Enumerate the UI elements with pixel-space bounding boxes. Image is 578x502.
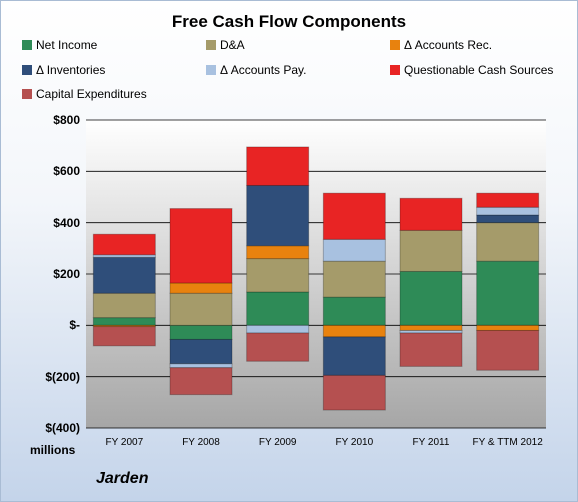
bar-segment xyxy=(169,292,233,326)
bar-segment xyxy=(169,208,233,284)
legend-item-net-income: Net Income xyxy=(22,38,97,52)
bar-segment xyxy=(322,192,386,240)
bar-segment xyxy=(246,245,310,260)
x-tick-label: FY 2009 xyxy=(258,437,297,448)
bar-segment xyxy=(246,258,310,293)
bar-segment xyxy=(169,324,233,340)
bar-segment xyxy=(322,374,386,411)
legend-label: Capital Expenditures xyxy=(36,87,147,101)
bar-segment xyxy=(169,363,233,369)
bar-segment xyxy=(169,282,233,294)
y-tick-label: $200 xyxy=(53,267,80,281)
legend-item-capex: Capital Expenditures xyxy=(22,87,147,101)
legend-swatch xyxy=(22,65,32,75)
bar-segment xyxy=(399,197,463,231)
legend-label: Δ Accounts Pay. xyxy=(220,63,307,77)
chart-title: Free Cash Flow Components xyxy=(171,12,407,31)
bars xyxy=(92,146,540,411)
y-tick-label: $(200) xyxy=(45,369,80,384)
x-tick-label: FY 2007 xyxy=(105,437,144,448)
bar-segment xyxy=(399,324,463,331)
bar-segment xyxy=(246,324,310,334)
legend-label: Net Income xyxy=(36,38,98,52)
x-tick-label: FY & TTM 2012 xyxy=(472,437,543,448)
bar-segment xyxy=(322,324,386,338)
legend-label: Questionable Cash Sources xyxy=(404,63,554,77)
y-tick-label: $(400) xyxy=(45,421,80,435)
legend-label: D&A xyxy=(220,38,245,52)
y-tick-label: $- xyxy=(69,318,80,333)
bar-segment xyxy=(246,291,310,326)
legend-swatch xyxy=(390,40,400,50)
bar-segment xyxy=(322,260,386,298)
legend-label: Δ Accounts Rec. xyxy=(404,38,493,52)
gridlines xyxy=(86,119,546,429)
bar-segment xyxy=(246,332,310,362)
bar-segment xyxy=(476,214,540,224)
x-tick-label: FY 2011 xyxy=(412,437,450,448)
legend-item-accounts-pay: Δ Accounts Pay. xyxy=(206,63,307,77)
bar-segment xyxy=(322,296,386,326)
bar-segment xyxy=(169,367,233,396)
bar-segment xyxy=(92,256,156,294)
legend-swatch xyxy=(390,65,400,75)
bar-segment xyxy=(169,338,233,365)
bar-segment xyxy=(322,336,386,376)
bar-segment xyxy=(92,326,156,347)
y-axis-unit: millions xyxy=(30,443,76,457)
legend-label: Δ Inventories xyxy=(36,63,106,77)
bar-segment xyxy=(246,184,310,247)
bar-segment xyxy=(92,292,156,319)
bar-segment xyxy=(322,238,386,262)
legend-swatch xyxy=(22,89,32,99)
legend-swatch xyxy=(206,40,216,50)
x-tick-label: FY 2010 xyxy=(335,437,374,448)
legend-swatch xyxy=(206,65,216,75)
y-tick-label: $600 xyxy=(53,164,80,179)
bar-segment xyxy=(92,317,156,326)
legend-swatch xyxy=(22,40,32,50)
x-tick-label: FY 2008 xyxy=(182,437,220,448)
legend-item-da: D&A xyxy=(206,38,245,52)
bar-segment xyxy=(476,192,540,208)
company-name: Jarden xyxy=(96,470,149,487)
bar-segment xyxy=(476,329,540,371)
y-tick-label: $800 xyxy=(53,113,80,127)
bar-segment xyxy=(476,260,540,326)
legend-item-questionable-cash: Questionable Cash Sources xyxy=(390,63,553,77)
bar-segment xyxy=(476,206,540,216)
bar-segment xyxy=(399,229,463,272)
bar-segment xyxy=(476,324,540,331)
bar-segment xyxy=(399,332,463,367)
bar-segment xyxy=(476,222,540,262)
bar-segment xyxy=(246,146,310,186)
legend-item-inventories: Δ Inventories xyxy=(22,63,105,77)
bar-segment xyxy=(92,233,156,256)
y-tick-label: $400 xyxy=(53,215,80,230)
bar-segment xyxy=(399,270,463,326)
legend-item-accounts-rec: Δ Accounts Rec. xyxy=(390,38,492,52)
